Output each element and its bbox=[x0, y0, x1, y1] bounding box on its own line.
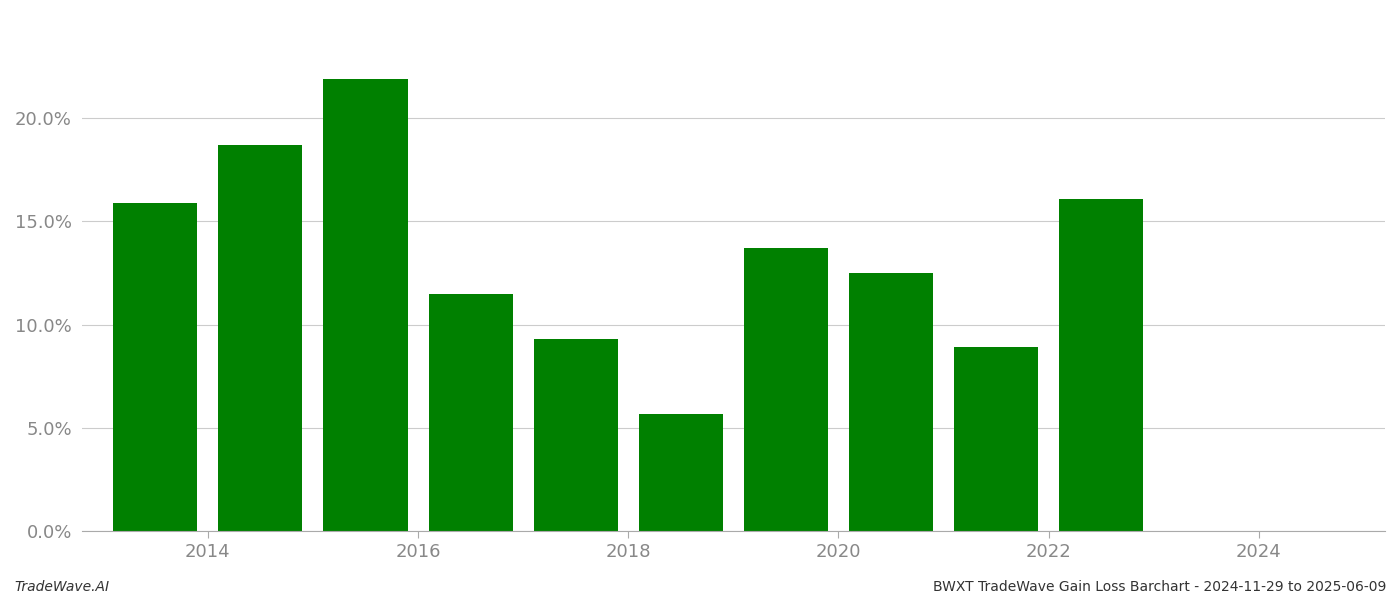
Bar bbox=[1060, 199, 1144, 531]
Bar bbox=[533, 339, 617, 531]
Bar bbox=[638, 413, 722, 531]
Bar bbox=[218, 145, 302, 531]
Bar bbox=[113, 203, 197, 531]
Bar bbox=[428, 294, 512, 531]
Bar bbox=[848, 273, 932, 531]
Bar bbox=[743, 248, 827, 531]
Text: BWXT TradeWave Gain Loss Barchart - 2024-11-29 to 2025-06-09: BWXT TradeWave Gain Loss Barchart - 2024… bbox=[932, 580, 1386, 594]
Bar bbox=[953, 347, 1039, 531]
Bar bbox=[323, 79, 407, 531]
Text: TradeWave.AI: TradeWave.AI bbox=[14, 580, 109, 594]
